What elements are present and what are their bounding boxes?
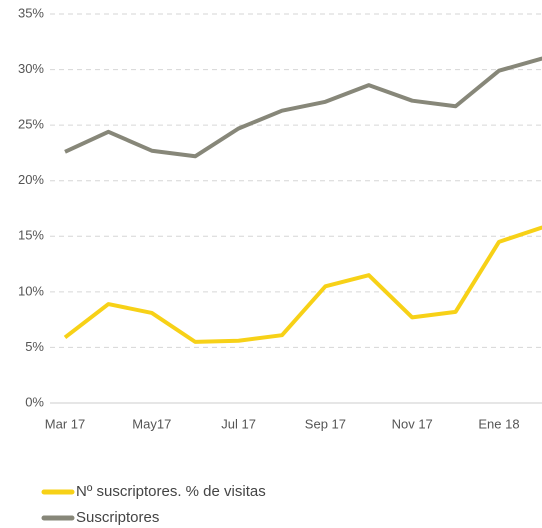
legend-label: Nº suscriptores. % de visitas (76, 483, 266, 500)
x-tick-label: Nov 17 (392, 416, 433, 431)
legend-label: Suscriptores (76, 509, 159, 526)
x-tick-label: Sep 17 (305, 416, 346, 431)
y-tick-label: 15% (18, 228, 44, 243)
y-tick-label: 30% (18, 61, 44, 76)
y-tick-label: 25% (18, 117, 44, 132)
y-tick-label: 35% (18, 5, 44, 20)
x-tick-label: Jul 17 (221, 416, 256, 431)
y-tick-label: 0% (25, 394, 44, 409)
series-line (64, 56, 542, 159)
y-tick-label: 20% (18, 172, 44, 187)
x-tick-label: May17 (132, 416, 171, 431)
y-tick-label: 10% (18, 283, 44, 298)
series-line (63, 225, 542, 344)
y-tick-label: 5% (25, 339, 44, 354)
x-tick-label: Ene 18 (478, 416, 519, 431)
x-tick-label: Mar 17 (45, 416, 85, 431)
